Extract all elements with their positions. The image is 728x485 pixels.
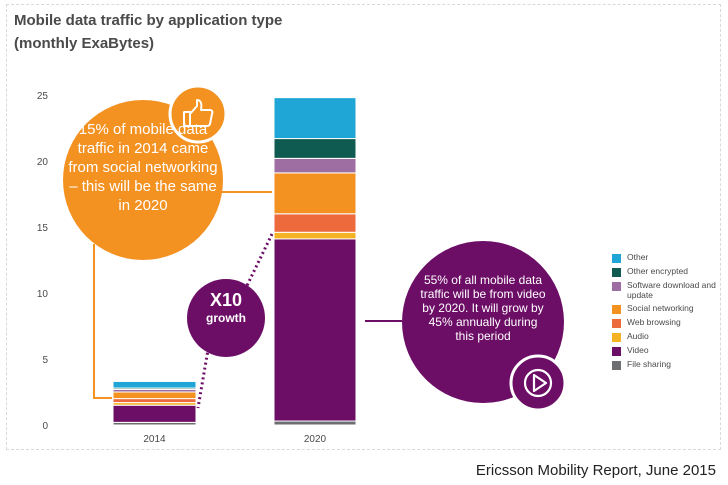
video-icon-bubble (509, 354, 567, 412)
legend-swatch (612, 361, 621, 370)
source-caption: Ericsson Mobility Report, June 2015 (475, 462, 716, 479)
social-bubble (63, 100, 223, 260)
legend-label: Software download and update (627, 280, 716, 300)
legend-swatch (612, 305, 621, 314)
legend-label: Video (627, 345, 649, 355)
legend-item: Audio (612, 331, 722, 342)
growth-bubble (187, 279, 265, 357)
play-icon (523, 368, 553, 398)
legend-swatch (612, 282, 621, 291)
y-tick-label: 10 (37, 289, 49, 300)
legend-swatch (612, 254, 621, 263)
bar-segment-2020-audio (273, 231, 357, 240)
bar-segment-2020-file-sharing (273, 420, 357, 426)
legend-label: Web browsing (627, 317, 681, 327)
x-tick-label: 2020 (304, 434, 327, 445)
social-icon-bubble (168, 84, 228, 144)
x-tick-label: 2014 (143, 434, 166, 445)
legend-item: Social networking (612, 303, 722, 314)
legend-item: Software download and update (612, 280, 722, 300)
legend-item: Other encrypted (612, 266, 722, 277)
legend-label: File sharing (627, 359, 671, 369)
bar-segment-2014-web-browsing (112, 398, 197, 404)
legend-swatch (612, 319, 621, 328)
bar-segment-2020-other-encrypted (273, 138, 357, 159)
legend-label: Other (627, 252, 649, 262)
chart-title: Mobile data traffic by application type (14, 12, 283, 29)
bar-segment-2020-social-networking (273, 172, 357, 215)
y-tick-label: 0 (42, 421, 48, 432)
bar-segment-2014-other (112, 380, 197, 389)
growth-annotation: X10 growth (188, 290, 264, 326)
legend-swatch (612, 347, 621, 356)
legend: Other Other encrypted Software download an… (612, 252, 722, 373)
bar-segment-2020-web-browsing (273, 213, 357, 233)
chart-subtitle: (monthly ExaBytes) (14, 35, 155, 52)
legend-item: Video (612, 345, 722, 356)
y-tick-label: 25 (37, 91, 49, 102)
social-annotation: 15% of mobile data traffic in 2014 came … (68, 121, 218, 214)
growth-sub-label: growth (206, 311, 246, 325)
legend-swatch (612, 268, 621, 277)
legend-label: Social networking (627, 303, 694, 313)
bar-segment-2020-video (273, 238, 357, 422)
growth-main-label: X10 (209, 290, 243, 310)
bar-segment-2014-video (112, 404, 197, 423)
legend-label: Audio (627, 331, 649, 341)
bar-segment-2020-other (273, 97, 357, 140)
bar-segment-2014-social-networking (112, 391, 197, 400)
y-tick-label: 20 (37, 157, 49, 168)
legend-item: Other (612, 252, 722, 263)
social-connector-line (93, 244, 112, 399)
y-tick-label: 15 (37, 223, 49, 234)
legend-item: File sharing (612, 359, 722, 370)
thumbs-up-icon (183, 99, 214, 127)
video-annotation: 55% of all mobile data traffic will be f… (420, 273, 546, 343)
y-tick-label: 5 (42, 355, 48, 366)
bar-segment-2020-software-download-and-update (273, 157, 357, 174)
legend-swatch (612, 333, 621, 342)
legend-item: Web browsing (612, 317, 722, 328)
legend-label: Other encrypted (627, 266, 688, 276)
